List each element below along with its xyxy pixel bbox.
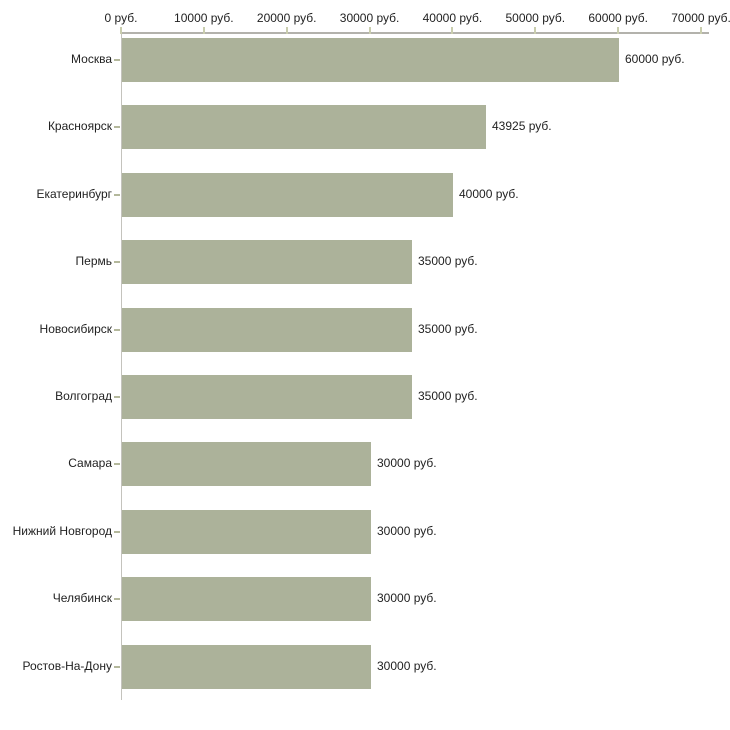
x-axis-tick: [451, 27, 454, 34]
bar: [122, 375, 412, 419]
category-tick: [114, 261, 120, 264]
category-tick: [114, 193, 120, 196]
bar: [122, 240, 412, 285]
bar-value-label: 43925 руб.: [492, 119, 552, 134]
bar-value-label: 35000 руб.: [418, 321, 478, 336]
x-axis-tick-label: 70000 руб.: [671, 11, 730, 25]
bar: [122, 577, 371, 622]
bar-value-label: 30000 руб.: [377, 456, 437, 471]
category-tick: [114, 665, 120, 668]
bar: [122, 307, 412, 352]
bar: [122, 38, 619, 82]
x-axis-tick-label: 30000 руб.: [339, 11, 400, 25]
bar-value-label: 60000 руб.: [625, 52, 685, 66]
category-label: Пермь: [75, 254, 112, 269]
category-tick: [114, 126, 120, 129]
category-label: Ростов-На-Дону: [22, 658, 112, 673]
x-axis-tick-label: 50000 руб.: [505, 11, 566, 25]
x-axis-tick: [700, 27, 702, 34]
x-axis-tick: [617, 27, 620, 34]
bar-value-label: 35000 руб.: [418, 254, 478, 269]
category-label: Челябинск: [52, 591, 112, 606]
bar: [122, 509, 371, 554]
x-axis-tick-label: 40000 руб.: [422, 11, 483, 25]
category-label: Москва: [71, 52, 112, 66]
x-axis-line: [121, 32, 709, 34]
category-tick: [114, 530, 120, 533]
bar: [122, 172, 453, 217]
category-label: Екатеринбург: [36, 186, 113, 201]
bar-value-label: 40000 руб.: [459, 186, 519, 201]
x-axis-tick: [202, 27, 205, 34]
x-axis-tick: [368, 27, 371, 34]
x-axis-tick: [534, 27, 537, 34]
category-label: Новосибирск: [39, 321, 112, 336]
x-axis-tick-label: 0 руб.: [104, 11, 138, 25]
category-label: Волгоград: [55, 389, 112, 403]
bar-value-label: 30000 руб.: [377, 591, 437, 606]
bar-value-label: 30000 руб.: [377, 658, 437, 673]
bar: [122, 442, 371, 487]
bar-value-label: 30000 руб.: [377, 523, 437, 538]
x-axis-tick-label: 20000 руб.: [256, 11, 317, 25]
x-axis-tick-label: 60000 руб.: [588, 11, 648, 25]
category-tick: [114, 396, 120, 398]
bar-value-label: 35000 руб.: [418, 389, 478, 403]
category-tick: [114, 328, 120, 331]
y-axis-line: [121, 33, 122, 700]
bar: [122, 105, 486, 150]
category-tick: [114, 463, 120, 466]
category-tick: [114, 59, 120, 61]
x-axis-tick: [285, 27, 288, 34]
category-tick: [114, 598, 120, 601]
category-label: Красноярск: [47, 119, 112, 134]
bar: [122, 644, 371, 689]
category-label: Нижний Новгород: [12, 523, 112, 538]
x-axis-tick-label: 10000 руб.: [174, 11, 234, 25]
category-label: Самара: [68, 456, 112, 471]
x-axis-tick: [120, 27, 122, 34]
